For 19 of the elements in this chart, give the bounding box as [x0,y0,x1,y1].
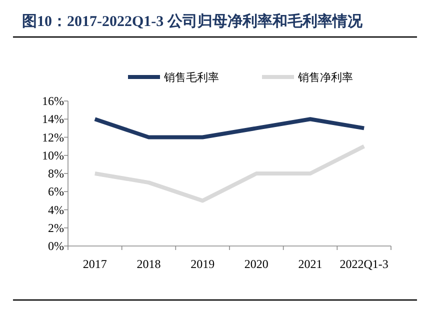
x-tick-label: 2022Q1-3 [340,257,388,271]
y-tick-label: 10% [42,148,64,162]
line-series [92,144,366,203]
y-tick-label: 2% [48,220,64,235]
x-tick-label: 2019 [190,257,215,271]
x-tick-label: 2018 [136,257,161,271]
y-tick-label: 8% [48,166,64,180]
chart-title: 图10：2017-2022Q1-3 公司归母净利率和毛利率情况 [22,12,364,30]
y-tick-label: 6% [48,184,64,199]
x-tick-label: 2021 [298,257,322,271]
x-tick-label: 2017 [82,257,107,271]
legend-label: 销售净利率 [297,71,353,84]
y-tick-label: 4% [48,202,64,217]
y-tick-label: 14% [42,112,64,126]
y-tick-label: 0% [48,239,64,253]
y-tick-label: 12% [42,130,64,144]
legend-label: 销售毛利率 [163,71,219,84]
x-tick-label: 2020 [244,257,268,271]
y-tick-label: 16% [42,94,64,108]
